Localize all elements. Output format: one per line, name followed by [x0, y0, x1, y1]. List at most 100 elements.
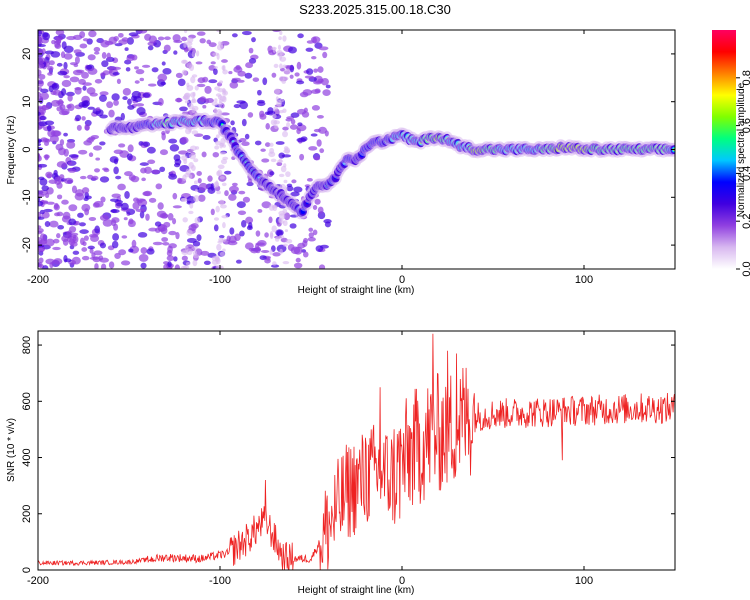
- noise-blob: [216, 52, 220, 60]
- noise-blob: [111, 217, 120, 224]
- noise-blob: [38, 48, 44, 55]
- noise-blob: [244, 72, 253, 79]
- noise-blob: [303, 107, 308, 113]
- noise-blob: [285, 171, 291, 178]
- noise-blob: [66, 35, 76, 41]
- noise-blob: [273, 106, 278, 111]
- noise-blob: [302, 89, 313, 96]
- noise-blob: [222, 69, 228, 75]
- snr-x-axis: -200 -100 0 100: [27, 331, 593, 587]
- noise-blob: [102, 218, 113, 227]
- noise-blob: [283, 243, 288, 247]
- noise-blob: [57, 70, 68, 76]
- noise-blob: [272, 113, 277, 119]
- colorbar-ticks: 0.0 0.2 0.4 0.6 0.8: [736, 70, 750, 277]
- noise-blob: [224, 170, 232, 175]
- noise-blob: [126, 55, 135, 62]
- noise-blob: [95, 157, 101, 161]
- colorbar-tick-label: 0.6: [741, 118, 750, 133]
- noise-blob: [248, 57, 257, 64]
- noise-blob: [68, 218, 77, 226]
- noise-blob: [71, 256, 81, 265]
- noise-blob: [83, 235, 89, 241]
- noise-blob: [168, 243, 177, 249]
- noise-blob: [63, 75, 70, 79]
- noise-blob: [139, 162, 149, 166]
- noise-blob: [268, 204, 275, 211]
- noise-blob: [274, 124, 279, 130]
- noise-blob: [195, 146, 200, 150]
- noise-blob: [38, 79, 44, 87]
- noise-blob: [247, 112, 254, 118]
- noise-blob: [175, 232, 180, 240]
- colorbar: 0.0 0.2 0.4 0.6 0.8 Normalized spectral ampl…: [712, 30, 750, 277]
- noise-blob: [177, 78, 186, 87]
- noise-blob: [295, 257, 301, 263]
- noise-blob: [82, 85, 87, 91]
- noise-blob: [221, 214, 229, 219]
- noise-blob: [196, 171, 202, 176]
- noise-blob: [318, 126, 328, 134]
- noise-blob: [94, 263, 99, 269]
- noise-blob: [187, 37, 194, 43]
- noise-blob: [199, 96, 207, 103]
- noise-blob: [39, 178, 48, 186]
- noise-blob: [127, 144, 134, 153]
- noise-blob: [311, 105, 320, 111]
- noise-blob: [134, 66, 139, 70]
- noise-blob: [217, 164, 225, 170]
- noise-blob: [215, 134, 220, 139]
- noise-blob: [270, 158, 277, 163]
- noise-blob: [280, 165, 287, 173]
- noise-blob: [276, 162, 283, 167]
- noise-blob: [216, 44, 224, 51]
- noise-blob: [159, 149, 169, 156]
- noise-blob: [308, 146, 318, 151]
- noise-blob: [118, 249, 127, 256]
- noise-blob: [73, 49, 82, 54]
- snr-panel: -200 -100 0 100 0 200 400 600 800 Height of str…: [6, 330, 676, 596]
- noise-blob: [157, 36, 165, 41]
- noise-blob: [215, 205, 220, 213]
- noise-blob: [203, 260, 211, 265]
- noise-blob: [59, 139, 65, 146]
- noise-blob: [172, 218, 177, 225]
- noise-blob: [110, 209, 117, 213]
- noise-blob: [82, 82, 92, 86]
- noise-blob: [90, 234, 100, 243]
- noise-blob: [269, 171, 275, 176]
- noise-blob: [81, 255, 90, 261]
- noise-blob: [193, 158, 199, 163]
- noise-blob: [211, 101, 219, 106]
- noise-blob: [207, 175, 213, 182]
- noise-blob: [74, 56, 80, 65]
- noise-blob: [279, 56, 287, 62]
- noise-blob: [290, 191, 300, 197]
- noise-blob: [214, 86, 221, 91]
- noise-blob: [241, 220, 247, 228]
- noise-blob: [183, 94, 189, 101]
- noise-blob: [168, 230, 177, 236]
- noise-blob: [314, 198, 321, 205]
- noise-blob: [220, 158, 228, 165]
- noise-blob: [111, 66, 122, 71]
- noise-blob: [114, 252, 121, 260]
- noise-blob: [297, 122, 303, 127]
- noise-blob: [260, 148, 266, 152]
- noise-blob: [182, 217, 188, 223]
- noise-blob: [88, 152, 94, 158]
- noise-blob: [121, 235, 128, 239]
- noise-blob: [238, 190, 246, 195]
- noise-blob: [61, 88, 67, 96]
- noise-blob: [134, 80, 140, 84]
- noise-blob: [173, 40, 183, 44]
- noise-blob: [282, 64, 287, 69]
- noise-blob: [190, 92, 196, 98]
- noise-blob: [221, 59, 228, 63]
- noise-blob: [76, 69, 85, 74]
- noise-blob: [286, 185, 294, 192]
- noise-blob: [72, 250, 80, 255]
- noise-blob: [248, 247, 254, 252]
- noise-blob: [61, 235, 69, 242]
- noise-blob: [219, 199, 225, 206]
